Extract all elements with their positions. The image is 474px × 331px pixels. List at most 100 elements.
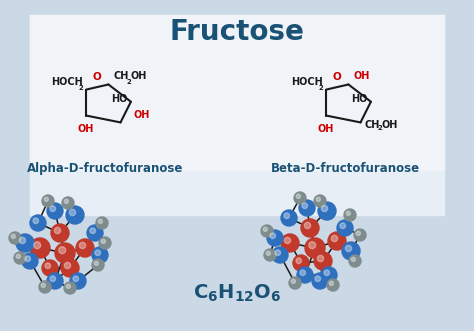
Circle shape — [59, 247, 66, 254]
Circle shape — [51, 224, 69, 242]
Text: Fructose: Fructose — [170, 18, 304, 46]
Circle shape — [324, 270, 329, 276]
Text: 2: 2 — [318, 85, 323, 91]
Circle shape — [305, 238, 325, 258]
Circle shape — [296, 258, 301, 263]
Bar — [30, 15, 444, 170]
Circle shape — [90, 228, 96, 234]
Circle shape — [351, 257, 356, 261]
Circle shape — [94, 261, 99, 265]
Circle shape — [64, 199, 68, 204]
Circle shape — [316, 197, 320, 202]
Circle shape — [318, 202, 336, 220]
Circle shape — [340, 223, 346, 229]
Text: $\mathbf{C_6H_{12}O_6}$: $\mathbf{C_6H_{12}O_6}$ — [193, 282, 281, 304]
Circle shape — [289, 277, 301, 289]
Circle shape — [349, 255, 361, 267]
Circle shape — [9, 232, 21, 244]
Circle shape — [346, 211, 350, 215]
Circle shape — [291, 279, 295, 283]
Circle shape — [50, 276, 55, 282]
Circle shape — [73, 276, 79, 282]
Circle shape — [66, 206, 84, 224]
Circle shape — [22, 253, 38, 269]
Circle shape — [64, 262, 71, 269]
Text: OH: OH — [134, 110, 150, 120]
Text: CH: CH — [113, 71, 129, 81]
Circle shape — [281, 234, 299, 252]
Text: OH: OH — [130, 71, 147, 81]
Circle shape — [55, 227, 61, 234]
Circle shape — [293, 255, 309, 271]
Text: O: O — [333, 72, 342, 82]
Circle shape — [44, 197, 48, 202]
Text: O: O — [93, 72, 101, 82]
Circle shape — [66, 284, 71, 288]
Circle shape — [33, 218, 38, 223]
Circle shape — [329, 281, 333, 285]
Circle shape — [302, 203, 308, 209]
Circle shape — [14, 252, 26, 264]
Text: 2: 2 — [78, 85, 83, 91]
Text: 2: 2 — [127, 79, 131, 85]
Circle shape — [99, 237, 111, 249]
Circle shape — [327, 279, 339, 291]
Circle shape — [11, 234, 16, 238]
Text: Beta-D-fructofuranose: Beta-D-fructofuranose — [271, 162, 419, 175]
Circle shape — [328, 232, 346, 250]
Circle shape — [297, 267, 313, 283]
Circle shape — [16, 234, 34, 252]
Circle shape — [346, 245, 352, 252]
Circle shape — [39, 281, 51, 293]
Circle shape — [62, 197, 74, 209]
Text: HOCH: HOCH — [51, 77, 83, 87]
Circle shape — [300, 270, 306, 276]
Circle shape — [42, 195, 54, 207]
Circle shape — [264, 249, 276, 261]
Circle shape — [55, 243, 75, 263]
Circle shape — [50, 206, 55, 212]
Circle shape — [19, 237, 26, 244]
Circle shape — [64, 282, 76, 294]
Circle shape — [98, 219, 102, 223]
Circle shape — [70, 273, 86, 289]
Circle shape — [34, 242, 41, 249]
Circle shape — [270, 233, 275, 239]
Text: CH: CH — [365, 120, 380, 130]
Circle shape — [301, 219, 319, 237]
Circle shape — [331, 235, 337, 242]
Circle shape — [266, 251, 271, 256]
Circle shape — [299, 200, 315, 216]
Circle shape — [314, 252, 332, 270]
Circle shape — [267, 230, 283, 246]
Circle shape — [79, 242, 86, 249]
Circle shape — [30, 215, 46, 231]
Circle shape — [101, 239, 105, 243]
Circle shape — [263, 227, 267, 231]
Text: Alpha-D-fructofuranose: Alpha-D-fructofuranose — [27, 162, 183, 175]
Circle shape — [317, 255, 324, 261]
Bar — [30, 15, 444, 215]
Circle shape — [45, 263, 51, 268]
Circle shape — [69, 209, 76, 215]
Circle shape — [296, 194, 301, 198]
Text: HO: HO — [111, 94, 128, 104]
Circle shape — [284, 213, 290, 218]
Circle shape — [337, 220, 353, 236]
Circle shape — [87, 225, 103, 241]
Text: OH: OH — [78, 123, 94, 133]
Circle shape — [41, 283, 46, 287]
Circle shape — [61, 259, 79, 277]
Circle shape — [30, 238, 50, 258]
Circle shape — [281, 210, 297, 226]
Circle shape — [314, 195, 326, 207]
Circle shape — [284, 237, 291, 244]
Circle shape — [96, 217, 108, 229]
Circle shape — [321, 267, 337, 283]
Circle shape — [272, 247, 288, 263]
Circle shape — [25, 256, 30, 261]
Text: OH: OH — [354, 71, 370, 81]
Text: OH: OH — [382, 120, 398, 130]
Circle shape — [309, 242, 316, 249]
Circle shape — [92, 247, 108, 263]
